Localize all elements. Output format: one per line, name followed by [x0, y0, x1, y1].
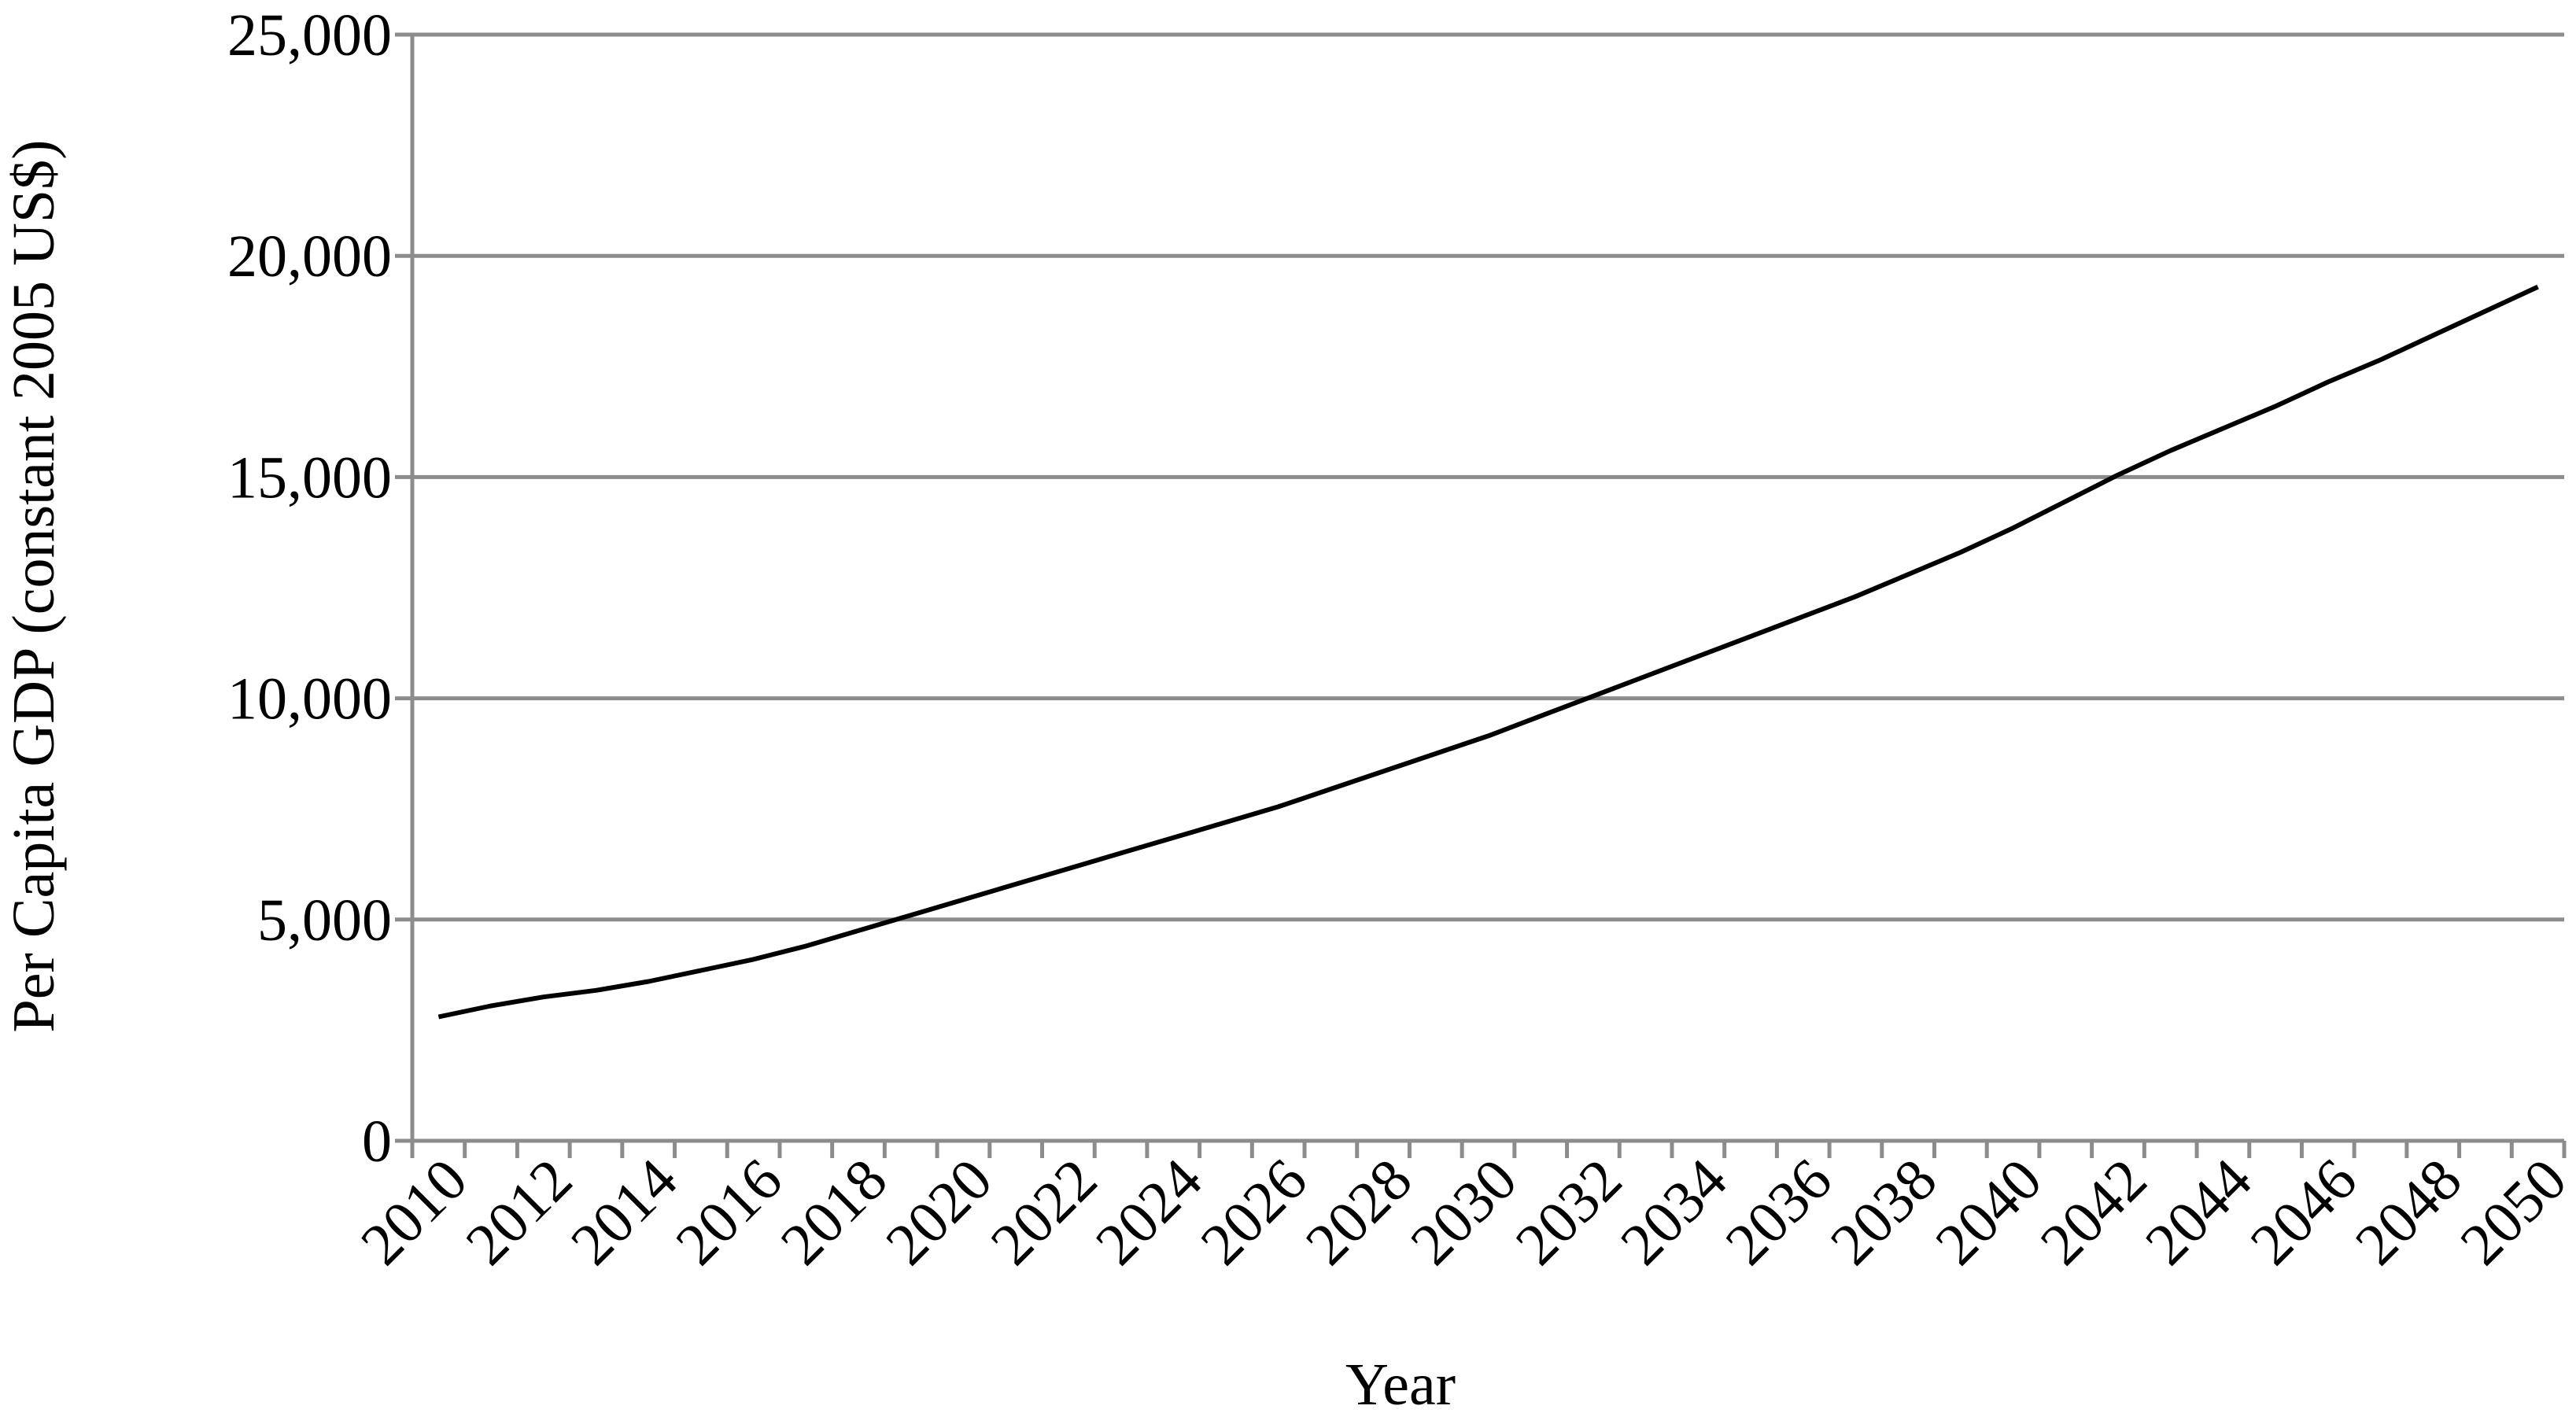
x-tick-label: 2028	[1294, 1146, 1425, 1278]
x-tick-label: 2044	[2133, 1146, 2264, 1278]
x-tick-label: 2046	[2238, 1146, 2369, 1278]
y-tick-label: 25,000	[227, 2, 392, 68]
x-tick-label: 2016	[663, 1146, 795, 1278]
data-line	[437, 284, 2539, 1020]
x-tick-label: 2050	[2448, 1146, 2576, 1278]
x-tick-label: 2024	[1083, 1146, 1215, 1278]
x-tick-label: 2014	[559, 1146, 690, 1278]
x-tick-label: 2034	[1608, 1146, 1740, 1278]
x-tick-label: 2026	[1188, 1146, 1319, 1278]
x-tick-label: 2042	[2028, 1146, 2160, 1278]
x-axis-title: Year	[1345, 1352, 1456, 1413]
x-tick-label: 2030	[1398, 1146, 1530, 1278]
x-tick-label: 2018	[769, 1146, 900, 1278]
y-axis-title: Per Capita GDP (constant 2005 US$)	[1, 140, 67, 1033]
x-tick-label: 2032	[1503, 1146, 1634, 1278]
x-tick-label: 2040	[1923, 1146, 2054, 1278]
y-tick-label: 5,000	[257, 887, 392, 954]
x-tick-label: 2048	[2343, 1146, 2475, 1278]
y-tick-label: 20,000	[227, 223, 392, 290]
y-tick-label: 10,000	[227, 666, 392, 732]
x-tick-label: 2022	[978, 1146, 1109, 1278]
x-tick-label: 2038	[1818, 1146, 1950, 1278]
y-tick-label: 15,000	[227, 445, 392, 511]
y-tick-label: 0	[362, 1109, 392, 1175]
x-tick-label: 2020	[873, 1146, 1005, 1278]
x-tick-label: 2036	[1713, 1146, 1844, 1278]
x-tick-label: 2012	[453, 1146, 585, 1278]
